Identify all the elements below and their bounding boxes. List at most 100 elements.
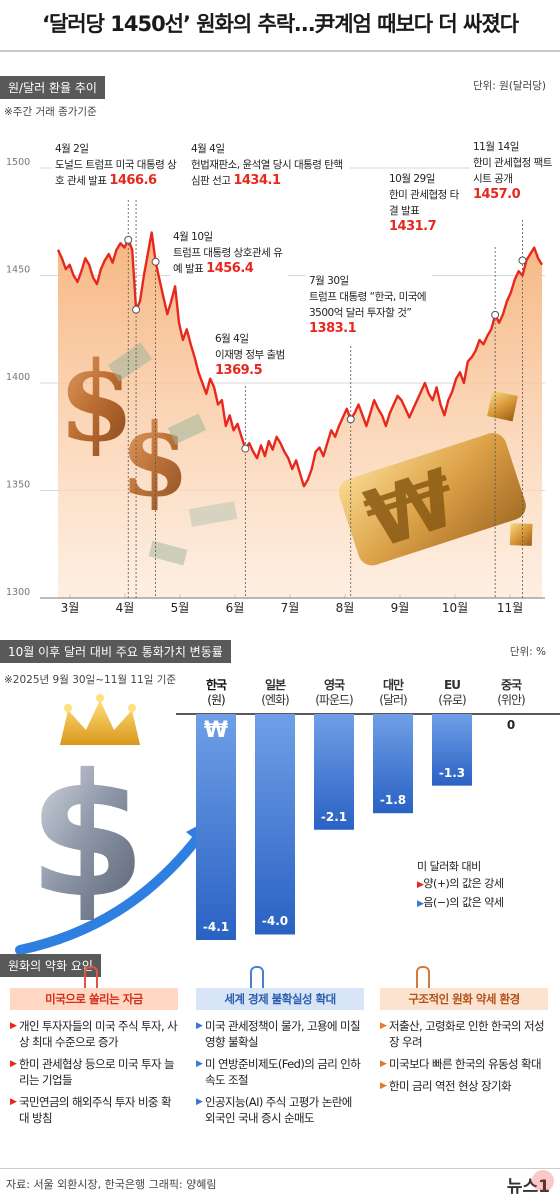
chart1-note: ※주간 거래 종가기준 [4, 106, 97, 118]
section-tag-factors: 원화의 약화 요인 [0, 954, 101, 977]
triangle-red-icon: ▶ [417, 880, 424, 890]
currency-label: 일본 (엔화) [261, 678, 289, 707]
annotation-jun4: 6월 4일 이재명 정부 출범 1369.5 [212, 330, 290, 380]
rising-arrow-icon [15, 830, 205, 955]
exchange-rate-line [56, 231, 544, 488]
annotation-text: 한미 관세협정 타결 발표 [389, 189, 459, 217]
factor-item: ▶ 저출산, 고령화로 인한 한국의 저성장 우려 [380, 1019, 545, 1049]
dollar-sign-icon-2: $ [120, 401, 190, 519]
annotation-date: 4월 10일 [173, 231, 213, 243]
chart1-unit: 단위: 원(달러당) [472, 80, 546, 92]
annotation-text: 이재명 정부 출범 [215, 349, 285, 361]
annotation-value: 1431.7 [389, 219, 437, 234]
triangle-blue-icon: ▶ [196, 1021, 203, 1031]
factor-column-structural: 구조적인 원화 약세 환경 ▶ 저출산, 고령화로 인한 한국의 저성장 우려 ▶… [380, 988, 548, 1100]
bar [196, 714, 236, 940]
annotation-date: 4월 4일 [191, 143, 225, 155]
factor-item: ▶ 미 연방준비제도(Fed)의 금리 인하 속도 조절 [196, 1057, 361, 1087]
x-tick-label: 6월 [226, 601, 245, 615]
section-tag-exchange-rate: 원/달러 환율 추이 [0, 76, 105, 99]
factor-title: 미국으로 쏠리는 자금 [10, 988, 178, 1010]
exchange-rate-chart: 1300 1350 1400 1450 1500 3월 4월 5월 6월 7월 8월 9월 10월 11… [6, 157, 545, 615]
annotation-nov14: 11월 14일 한미 관세협정 팩트시트 공개 1457.0 [470, 138, 556, 204]
x-tick-label: 11월 [497, 601, 523, 615]
legend-title: 미 달러화 대비 [417, 860, 481, 873]
factor-title: 구조적인 원화 약세 환경 [380, 988, 548, 1010]
bar-value-label: -2.1 [320, 809, 348, 824]
news1-logo: 뉴스1 [506, 1177, 550, 1197]
crown-icon [60, 694, 140, 745]
bar-value-label: -1.8 [379, 793, 407, 808]
title-divider [0, 50, 560, 52]
x-tick-label: 7월 [281, 601, 300, 615]
currency-label: 중국 (위안) [497, 678, 525, 707]
factor-column-capital-flow: 미국으로 쏠리는 자금 ▶ 개인 투자자들의 미국 주식 투자, 사상 최대 수준… [10, 988, 178, 1132]
annotation-dot [518, 256, 527, 265]
annotation-dot [151, 257, 160, 266]
annotation-apr4: 4월 4일 헌법재판소, 윤석열 당시 대통령 탄핵 심판 선고 1434.1 [188, 140, 350, 190]
annotation-value: 1466.6 [109, 173, 157, 188]
annotation-dot [491, 310, 500, 319]
factor-column-uncertainty: 세계 경제 불확실성 확대 ▶ 미국 관세정책이 물가, 고용에 미칠 영향 불확… [196, 988, 364, 1132]
footer-divider [0, 1168, 560, 1169]
x-tick-label: 8월 [336, 601, 355, 615]
legend-negative: 음(−)의 값은 약세 [423, 896, 504, 909]
bar [314, 714, 354, 830]
currency-label: 대만 (달러) [379, 678, 407, 707]
bar [432, 714, 472, 786]
annotation-dot [241, 444, 250, 453]
footer-source: 자료: 서울 외환시장, 한국은행 그래픽: 양혜림 [6, 1178, 217, 1191]
triangle-blue-icon: ▶ [417, 899, 424, 909]
annotation-value: 1434.1 [233, 173, 281, 188]
y-tick-label: 1400 [6, 372, 30, 383]
bar [373, 714, 413, 814]
annotation-date: 6월 4일 [215, 333, 249, 345]
x-tick-label: 10월 [442, 601, 468, 615]
currency-label: 영국 (파운드) [315, 678, 353, 707]
x-tick-label: 9월 [391, 601, 410, 615]
y-tick-label: 1300 [6, 587, 30, 598]
annotation-oct29: 10월 29일 한미 관세협정 타결 발표 1431.7 [386, 170, 470, 236]
annotation-jul30: 7월 30일 트럼프 대통령 “한국, 미국에 3500억 달러 투자할 것” … [306, 272, 432, 338]
triangle-orange-icon: ▶ [380, 1059, 387, 1069]
section-tag-currency-change: 10월 이후 달러 대비 주요 통화가치 변동률 [0, 640, 231, 663]
annotation-date: 11월 14일 [473, 141, 519, 153]
x-tick-label: 3월 [61, 601, 80, 615]
annotation-date: 4월 2일 [55, 143, 89, 155]
annotation-apr2: 4월 2일 도널드 트럼프 미국 대통령 상호 관세 발표 1466.6 [52, 140, 188, 190]
bar-value-label: -4.1 [202, 920, 230, 934]
news1-logo-icon [532, 1170, 554, 1192]
currency-label: EU (유로) [438, 678, 466, 707]
x-tick-label: 5월 [171, 601, 190, 615]
annotation-text: 헌법재판소, 윤석열 당시 대통령 탄핵 심판 선고 [191, 159, 343, 187]
chart2-note: ※2025년 9월 30일~11월 11일 기준 [4, 674, 177, 686]
annotation-dot [132, 305, 141, 314]
annotation-text: 트럼프 대통령 “한국, 미국에 3500억 달러 투자할 것” [309, 291, 427, 319]
y-tick-label: 1500 [6, 157, 30, 168]
annotation-value: 1456.4 [206, 261, 254, 276]
banknote-icon-1 [107, 342, 238, 566]
triangle-orange-icon: ▶ [380, 1021, 387, 1031]
triangle-blue-icon: ▶ [196, 1097, 203, 1107]
annotation-dot [346, 415, 355, 424]
currency-label: 한국 (원) [205, 678, 227, 707]
y-tick-label: 1350 [6, 480, 30, 491]
chart2-unit: 단위: % [509, 646, 546, 658]
factor-item: ▶ 미국 관세정책이 물가, 고용에 미칠 영향 불확실 [196, 1019, 361, 1049]
factor-item: ▶ 미국보다 빠른 한국의 유동성 확대 [380, 1057, 542, 1071]
currency-change-chart: $ [15, 694, 560, 955]
annotation-value: 1369.5 [215, 363, 263, 378]
annotation-dot [124, 235, 133, 244]
annotation-date: 10월 29일 [389, 173, 435, 185]
factor-item: ▶ 한미 관세협상 등으로 미국 투자 늘리는 기업들 [10, 1057, 175, 1087]
triangle-orange-icon: ▶ [380, 1081, 387, 1091]
x-tick-label: 4월 [116, 601, 135, 615]
annotation-date: 7월 30일 [309, 275, 349, 287]
legend-positive: 양(+)의 값은 강세 [423, 877, 504, 890]
factor-item: ▶ 한미 금리 역전 현상 장기화 [380, 1079, 512, 1093]
annotation-text: 트럼프 대통령 상호관세 유예 발표 [173, 247, 283, 275]
triangle-blue-icon: ▶ [196, 1059, 203, 1069]
factor-item: ▶ 국민연금의 해외주식 투자 비중 확대 방침 [10, 1095, 172, 1125]
factor-title: 세계 경제 불확실성 확대 [196, 988, 364, 1010]
annotation-value: 1383.1 [309, 321, 357, 336]
